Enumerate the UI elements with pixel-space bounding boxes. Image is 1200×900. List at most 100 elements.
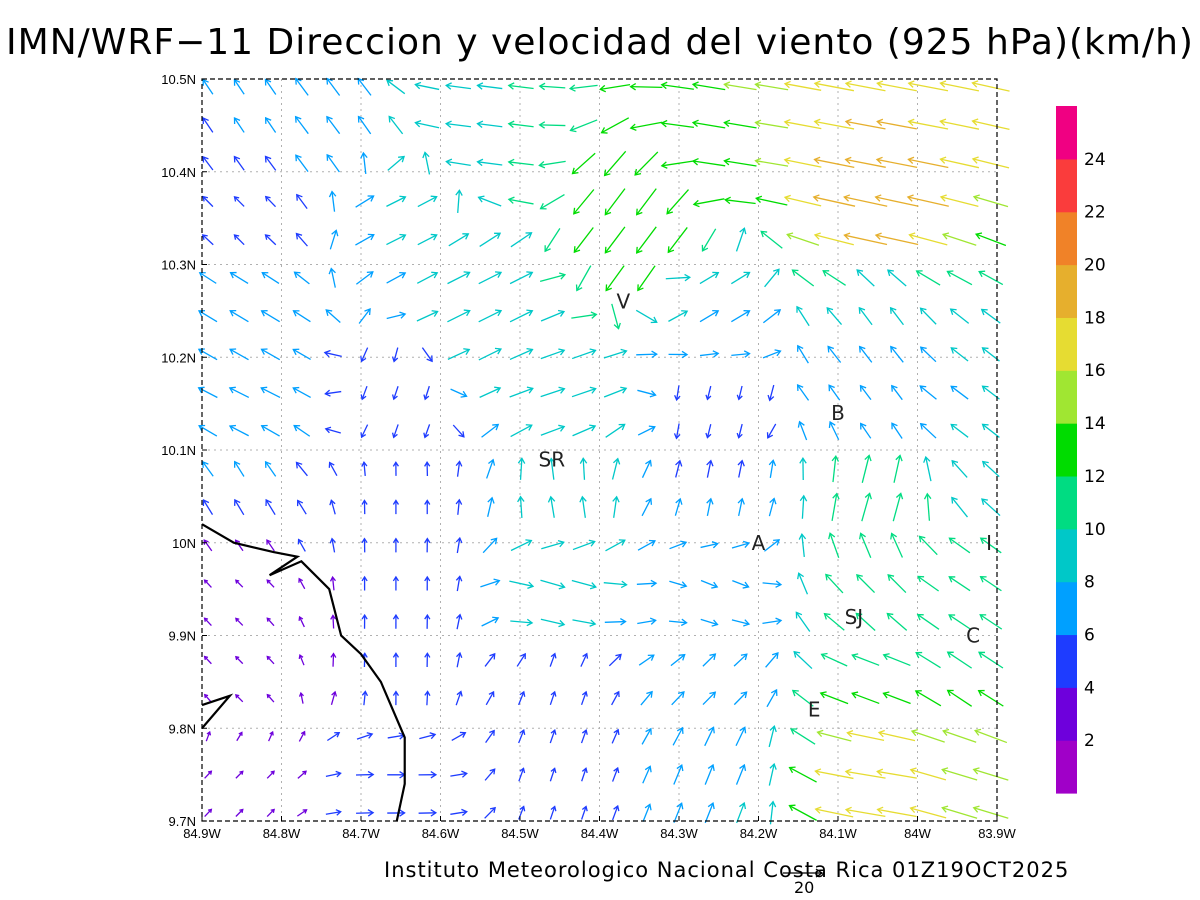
- wind-arrow: [907, 80, 949, 92]
- wind-arrow: [939, 156, 980, 169]
- wind-arrow: [324, 389, 342, 397]
- color-bar-label: 18: [1084, 308, 1106, 328]
- wind-arrow: [915, 651, 941, 669]
- wind-arrow: [478, 309, 503, 323]
- wind-arrow: [581, 805, 588, 820]
- x-tick-label: 84.1W: [819, 826, 857, 841]
- color-bar-segment: [1056, 528, 1077, 583]
- wind-arrow: [972, 805, 1009, 819]
- wind-arrow: [479, 386, 502, 398]
- wind-arrow: [549, 652, 557, 667]
- color-bar-segment: [1056, 317, 1077, 371]
- wind-arrow: [674, 497, 683, 516]
- wind-arrow: [330, 614, 337, 629]
- wind-arrow: [357, 77, 372, 96]
- wind-arrow: [882, 691, 911, 705]
- wind-arrow: [760, 230, 783, 249]
- wind-arrow: [329, 229, 339, 250]
- wind-arrow: [910, 729, 945, 743]
- wind-arrow: [731, 350, 751, 358]
- wind-arrow: [706, 497, 714, 516]
- wind-arrow: [611, 728, 620, 744]
- wind-arrow: [386, 311, 407, 320]
- wind-arrow: [730, 271, 751, 285]
- wind-arrow: [822, 270, 846, 286]
- wind-arrow: [642, 765, 652, 784]
- place-labels: V SR B A I SJ C E: [539, 290, 993, 722]
- wind-arrow: [861, 454, 872, 483]
- wind-arrow: [328, 267, 336, 288]
- wind-arrow: [266, 539, 275, 552]
- color-bar-label: 16: [1084, 361, 1106, 381]
- wind-arrow: [419, 732, 437, 740]
- wind-arrow: [876, 806, 917, 818]
- wind-arrow: [736, 385, 743, 401]
- wind-arrow: [571, 311, 598, 319]
- wind-arrow: [510, 424, 533, 438]
- color-bar-segment: [1056, 475, 1077, 530]
- wind-arrow: [540, 309, 566, 322]
- color-bar-label: 14: [1084, 414, 1106, 434]
- wind-arrow: [507, 120, 534, 128]
- wind-arrow: [479, 232, 502, 247]
- wind-arrow: [798, 532, 807, 557]
- wind-arrow: [392, 613, 400, 629]
- wind-arrow: [264, 195, 277, 208]
- wind-arrow: [611, 804, 620, 821]
- wind-vectors: [197, 77, 1010, 825]
- wind-arrow: [235, 770, 244, 779]
- wind-arrow: [486, 458, 496, 479]
- wind-arrow: [260, 424, 280, 437]
- wind-arrow: [568, 84, 598, 92]
- wind-arrow: [509, 386, 534, 398]
- wind-arrow: [844, 156, 886, 168]
- wind-arrow: [328, 190, 337, 212]
- wind-arrow: [326, 115, 341, 135]
- wind-arrow: [202, 498, 214, 515]
- wind-arrow: [918, 535, 938, 556]
- place-label: C: [966, 624, 980, 648]
- wind-arrow: [572, 424, 597, 437]
- x-axis-ticks: 84.9W 84.8W 84.7W 84.6W 84.5W 84.4W 84.3W 84.2W…: [183, 816, 1017, 841]
- wind-arrow: [950, 347, 969, 362]
- wind-arrow: [791, 689, 814, 707]
- wind-arrow: [387, 809, 406, 817]
- wind-arrow: [641, 727, 652, 745]
- wind-arrow: [539, 194, 565, 210]
- color-bar-segment: [1056, 211, 1077, 266]
- wind-arrow: [205, 730, 212, 742]
- wind-arrow: [477, 195, 502, 207]
- wind-arrow: [861, 492, 872, 522]
- wind-arrow: [919, 346, 937, 363]
- wind-arrow: [673, 802, 684, 823]
- wind-arrow: [950, 423, 969, 438]
- wind-arrow: [603, 580, 628, 589]
- wind-arrow: [604, 617, 627, 626]
- wind-arrow: [509, 580, 535, 589]
- x-tick-label: 84.5W: [501, 826, 539, 841]
- wind-arrow: [387, 732, 406, 740]
- wind-arrow: [507, 158, 534, 167]
- wind-arrow: [202, 155, 214, 171]
- x-tick-label: 84.2W: [740, 826, 778, 841]
- wind-arrow: [797, 572, 809, 595]
- wind-arrow: [692, 198, 725, 208]
- wind-arrow: [424, 461, 431, 476]
- wind-arrow: [229, 271, 249, 284]
- wind-arrow: [691, 81, 726, 91]
- wind-arrow: [198, 424, 218, 437]
- wind-arrow: [538, 121, 566, 129]
- x-tick-label: 83.9W: [978, 826, 1016, 841]
- wind-arrow: [264, 116, 277, 133]
- wind-arrow: [672, 726, 684, 746]
- wind-arrow: [977, 689, 1004, 707]
- wind-arrow: [386, 271, 407, 284]
- wind-arrow: [448, 233, 470, 247]
- wind-arrow: [754, 157, 789, 167]
- wind-arrow: [580, 690, 588, 706]
- wind-arrow: [356, 732, 374, 740]
- wind-arrow: [796, 383, 810, 401]
- wind-arrow: [971, 156, 1010, 169]
- wind-arrow: [573, 227, 594, 254]
